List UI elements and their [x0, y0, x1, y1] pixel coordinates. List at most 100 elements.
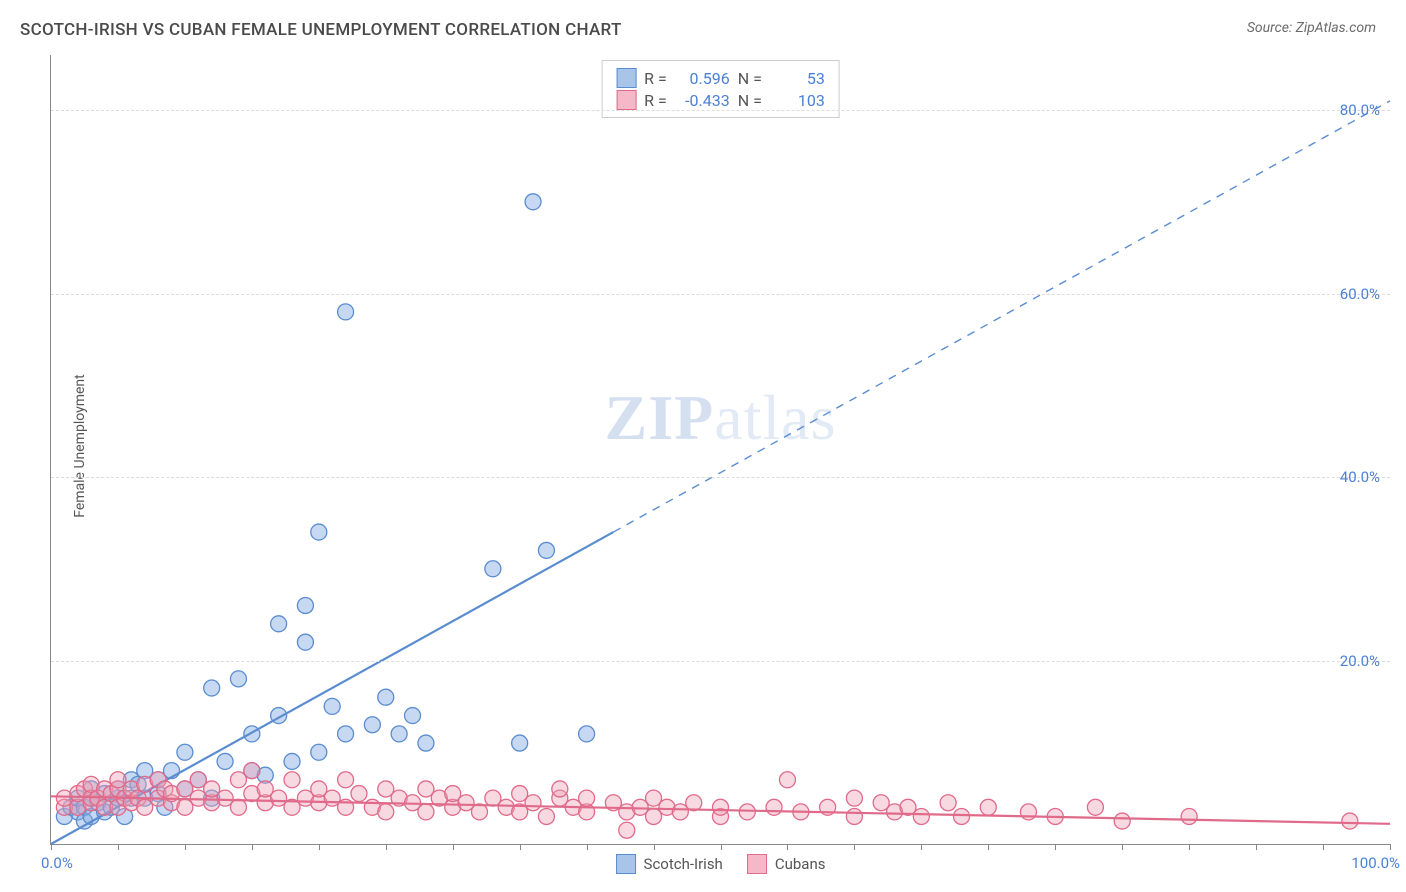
data-point — [1114, 813, 1130, 829]
data-point — [913, 808, 929, 824]
legend-r-label: R = — [644, 69, 667, 88]
data-point — [418, 735, 434, 751]
y-tick-label: 60.0% — [1340, 285, 1380, 303]
x-tick — [1390, 844, 1391, 850]
data-point — [364, 717, 380, 733]
legend-n-label: N = — [738, 91, 762, 110]
x-tick — [1122, 844, 1123, 850]
data-point — [1342, 813, 1358, 829]
data-point — [1087, 799, 1103, 815]
x-tick — [252, 844, 253, 850]
x-tick — [118, 844, 119, 850]
data-point — [579, 726, 595, 742]
series-name-0: Scotch-Irish — [644, 855, 723, 873]
series-name-1: Cubans — [775, 855, 826, 873]
chart-plot-area: ZIPatlas R = 0.596 N = 53 R = -0.433 N =… — [50, 55, 1390, 845]
data-point — [204, 680, 220, 696]
scatter-plot-svg — [51, 55, 1390, 844]
gridline — [51, 294, 1390, 295]
data-point — [538, 808, 554, 824]
x-tick — [1256, 844, 1257, 850]
data-point — [954, 808, 970, 824]
data-point — [485, 561, 501, 577]
data-point — [846, 808, 862, 824]
data-point — [980, 799, 996, 815]
data-point — [284, 772, 300, 788]
series-swatch-1 — [747, 854, 767, 874]
series-swatch-0 — [616, 854, 636, 874]
data-point — [230, 799, 246, 815]
x-tick — [587, 844, 588, 850]
legend-r-value-0: 0.596 — [675, 69, 730, 88]
x-tick — [520, 844, 521, 850]
legend-swatch-1 — [616, 90, 636, 110]
data-point — [552, 781, 568, 797]
data-point — [391, 726, 407, 742]
legend-r-value-1: -0.433 — [675, 91, 730, 110]
data-point — [177, 744, 193, 760]
gridline — [51, 110, 1390, 111]
data-point — [405, 708, 421, 724]
x-tick — [453, 844, 454, 850]
data-point — [311, 524, 327, 540]
data-point — [418, 804, 434, 820]
data-point — [297, 597, 313, 613]
data-point — [338, 726, 354, 742]
data-point — [525, 795, 541, 811]
x-tick — [854, 844, 855, 850]
legend-n-value-1: 103 — [770, 91, 825, 110]
data-point — [338, 304, 354, 320]
data-point — [538, 542, 554, 558]
gridline — [51, 661, 1390, 662]
data-point — [846, 790, 862, 806]
chart-title: SCOTCH-IRISH VS CUBAN FEMALE UNEMPLOYMEN… — [20, 20, 622, 40]
x-tick — [787, 844, 788, 850]
data-point — [766, 799, 782, 815]
data-point — [779, 772, 795, 788]
data-point — [378, 689, 394, 705]
legend-row-series-1: R = -0.433 N = 103 — [616, 89, 825, 111]
legend-n-value-0: 53 — [770, 69, 825, 88]
data-point — [713, 799, 729, 815]
data-point — [324, 698, 340, 714]
data-point — [311, 744, 327, 760]
data-point — [579, 790, 595, 806]
x-tick — [1055, 844, 1056, 850]
trend-line-extrapolated — [613, 101, 1390, 532]
data-point — [244, 763, 260, 779]
x-tick — [988, 844, 989, 850]
gridline — [51, 477, 1390, 478]
data-point — [378, 804, 394, 820]
legend-n-label: N = — [738, 69, 762, 88]
data-point — [351, 786, 367, 802]
data-point — [525, 194, 541, 210]
x-tick — [51, 844, 52, 850]
data-point — [1181, 808, 1197, 824]
data-point — [338, 772, 354, 788]
data-point — [940, 795, 956, 811]
x-tick — [1189, 844, 1190, 850]
legend-row-series-0: R = 0.596 N = 53 — [616, 67, 825, 89]
legend-r-label: R = — [644, 91, 667, 110]
source-attribution: Source: ZipAtlas.com — [1247, 20, 1376, 36]
x-tick — [721, 844, 722, 850]
data-point — [512, 735, 528, 751]
data-point — [271, 616, 287, 632]
x-tick — [1323, 844, 1324, 850]
series-legend-item-0: Scotch-Irish — [616, 854, 723, 874]
data-point — [297, 634, 313, 650]
y-tick-label: 20.0% — [1340, 652, 1380, 670]
y-tick-label: 80.0% — [1340, 101, 1380, 119]
data-point — [230, 671, 246, 687]
legend-swatch-0 — [616, 68, 636, 88]
data-point — [619, 822, 635, 838]
x-tick — [386, 844, 387, 850]
x-axis-label-min: 0.0% — [41, 854, 73, 872]
x-axis-label-max: 100.0% — [1351, 854, 1400, 872]
x-tick — [185, 844, 186, 850]
y-tick-label: 40.0% — [1340, 468, 1380, 486]
x-tick — [319, 844, 320, 850]
x-tick — [921, 844, 922, 850]
series-legend: Scotch-Irish Cubans — [616, 854, 826, 874]
data-point — [739, 804, 755, 820]
